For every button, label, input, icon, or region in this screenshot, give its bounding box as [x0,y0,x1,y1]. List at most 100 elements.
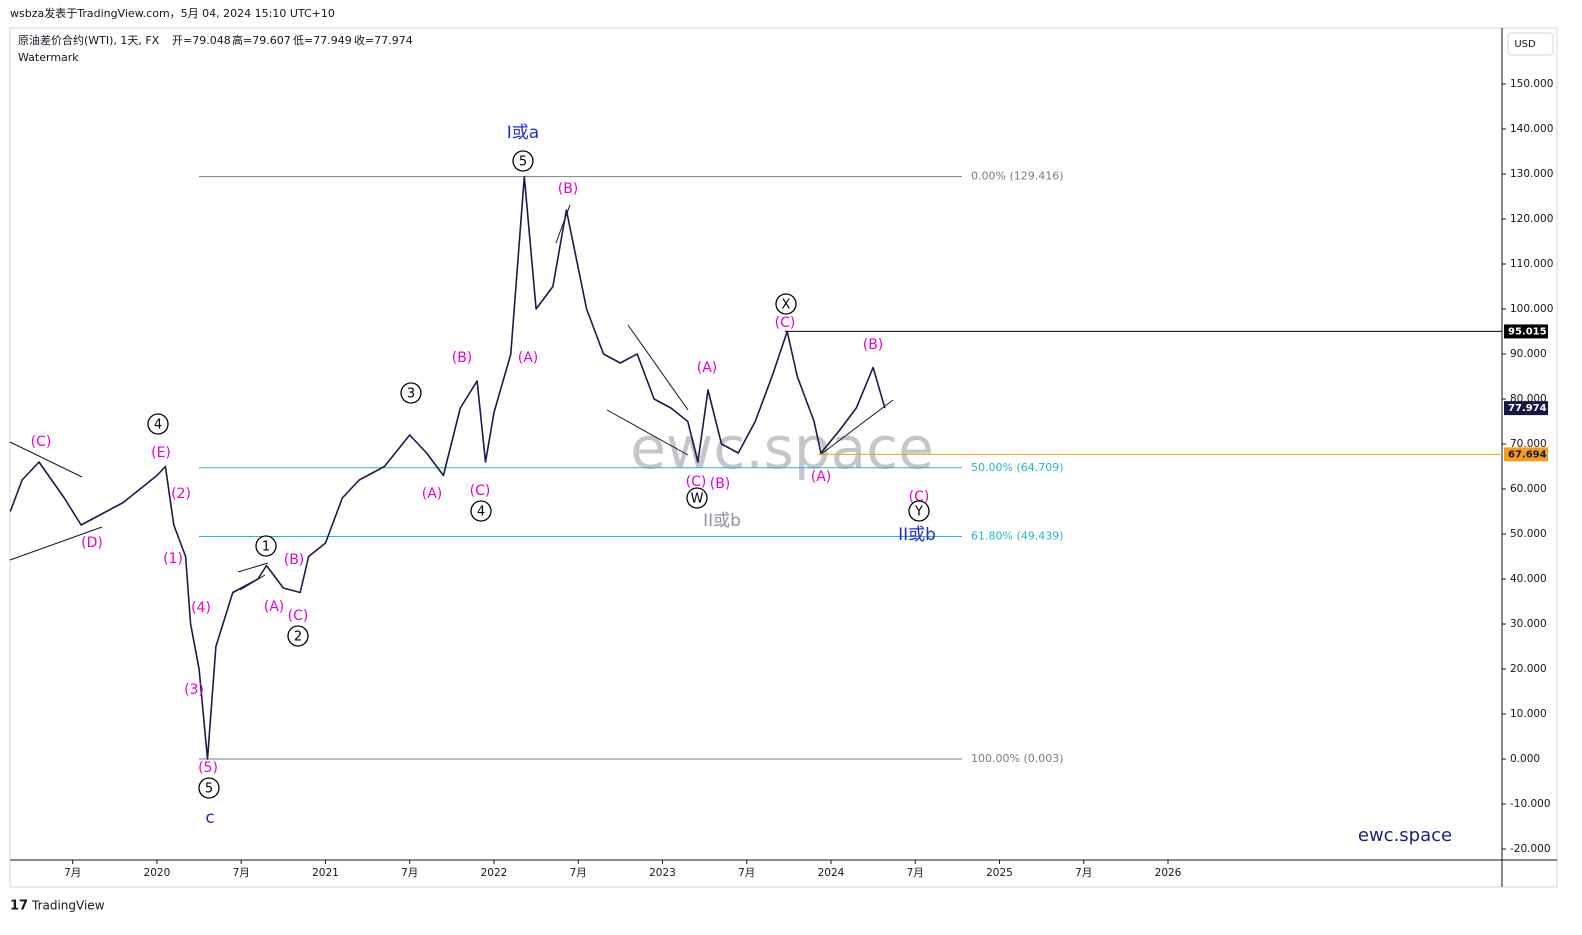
x-tick-label: 7月 [738,867,755,879]
wave-label: (4) [191,600,211,616]
wave-label: I或a [507,123,539,143]
wave-label: (C) [775,315,796,331]
wave-label: (1) [163,551,183,567]
wave-circle [147,413,169,435]
wave-label: (B) [558,181,579,197]
wave-circle [470,500,492,522]
x-tick-label: 2022 [481,867,508,879]
wave-label: X [782,298,791,313]
wave-label: (C) [909,489,930,505]
price-line [9,175,886,760]
wave-label: (B) [710,476,731,492]
fib-label: 0.00% (129.416) [971,170,1064,183]
fib-label: 61.80% (49.439) [971,530,1064,543]
wave-circle [198,777,220,799]
wave-label: (C) [288,608,309,624]
y-tick-label: 0.000 [1510,753,1540,765]
publisher: wsbza发表于TradingView.com，5月 04, 2024 15:1… [10,6,335,20]
y-tick-label: -20.000 [1510,843,1551,855]
ohlc: 低=77.949 [293,34,352,47]
x-tick-label: 7月 [907,867,924,879]
wave-label: 4 [154,418,162,433]
footer: 17 TradingView [10,899,105,914]
y-tick-label: 150.000 [1510,78,1553,90]
wave-label: 5 [205,782,213,797]
y-tick-label: 20.000 [1510,663,1547,675]
wave-label: (A) [697,360,718,376]
price-tag-label: 77.974 [1508,403,1547,414]
wave-circle [512,150,534,172]
y-tick-label: 100.000 [1510,303,1553,315]
x-tick-label: 7月 [401,867,418,879]
wave-label: (B) [452,350,473,366]
wave-label: Y [914,505,923,520]
price-tag [1504,324,1548,339]
price-tag [1504,401,1548,416]
wave-circle [775,293,797,315]
y-tick-label: -10.000 [1510,798,1551,810]
logo: 17 [10,899,28,914]
x-tick-label: 2021 [312,867,339,879]
price-tag-label: 67.694 [1508,449,1547,460]
wave-circle [908,500,930,522]
symbol: 原油差价合约(WTI), 1天, FX [18,33,160,47]
x-tick-label: 7月 [233,867,250,879]
x-tick-label: 2024 [818,867,845,879]
signature: ewc.space [1358,825,1452,846]
x-tick-label: 2025 [986,867,1013,879]
x-tick-label: 7月 [1075,867,1092,879]
ohlc: 开=79.048 [172,34,231,47]
fib-label: 50.00% (64.709) [971,461,1064,474]
footer-text: TradingView [31,899,105,913]
currency[interactable]: USD [1514,39,1536,50]
wave-label: II或b [703,511,741,531]
price-tag [1504,447,1548,462]
y-tick-label: 130.000 [1510,168,1553,180]
wave-label: (C) [686,474,707,490]
wave-label: (C) [31,434,52,450]
wave-label: II或b [898,525,936,545]
x-tick-label: 7月 [64,867,81,879]
wave-label: (D) [81,535,103,551]
wave-label: (2) [171,486,191,502]
wave-label: W [691,492,704,507]
y-tick-label: 60.000 [1510,483,1547,495]
ohlc: 高=79.607 [232,33,291,47]
wave-label: (B) [863,337,884,353]
y-tick-label: 30.000 [1510,618,1547,630]
wave-circle [255,535,277,557]
wave-label: 4 [477,505,485,520]
y-tick-label: 50.000 [1510,528,1547,540]
wave-label: (5) [198,760,218,776]
frame [9,27,1558,888]
wave-label: 3 [407,387,415,402]
ohlc: 收=77.974 [354,33,413,47]
y-tick-label: 90.000 [1510,348,1547,360]
fib-label: 100.00% (0.003) [971,752,1064,765]
trend-lines [9,204,894,591]
price-tag-label: 95.015 [1508,326,1547,337]
watermark-label: Watermark [18,51,79,64]
wave-label: c [205,808,214,828]
y-tick-label: 140.000 [1510,123,1553,135]
y-tick-label: 10.000 [1510,708,1547,720]
x-tick-label: 7月 [570,867,587,879]
y-tick-label: 70.000 [1510,438,1547,450]
wave-label: (A) [811,469,832,485]
wave-label: (E) [151,445,171,461]
wave-label: (A) [422,486,443,502]
currency-button[interactable] [1507,32,1554,56]
wave-label: (C) [470,483,491,499]
y-tick-label: 40.000 [1510,573,1547,585]
x-tick-label: 2023 [649,867,676,879]
x-tick-label: 2026 [1155,867,1182,879]
y-tick-label: 120.000 [1510,213,1553,225]
y-tick-label: 110.000 [1510,258,1553,270]
watermark: ewc.space [630,414,934,482]
wave-circle [400,382,422,404]
wave-label: (A) [264,599,285,615]
wave-label: 5 [519,155,527,170]
wave-label: (A) [518,350,539,366]
